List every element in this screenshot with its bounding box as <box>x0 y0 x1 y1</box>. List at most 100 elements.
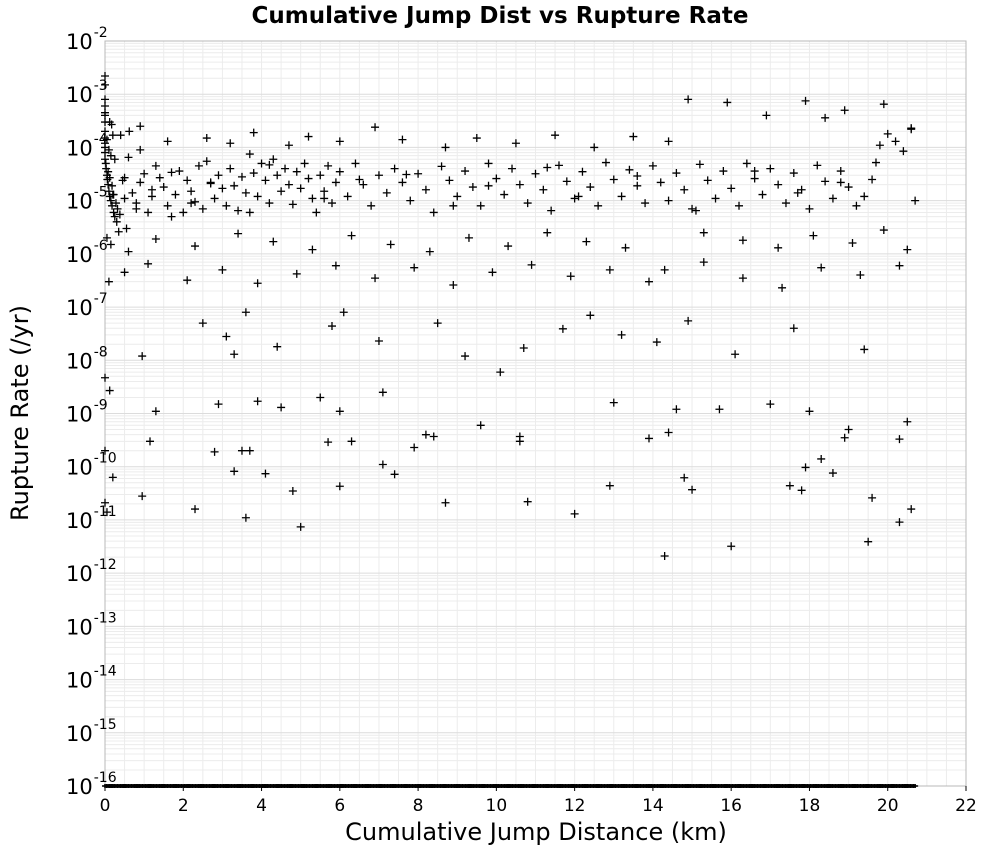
data-point <box>355 175 364 184</box>
data-point <box>359 180 368 189</box>
data-point <box>112 217 121 226</box>
data-point <box>660 265 669 274</box>
data-point <box>277 187 286 196</box>
data-point <box>691 206 700 215</box>
y-tick-label: 10-15 <box>66 717 117 746</box>
data-point <box>120 268 129 277</box>
data-point <box>515 180 524 189</box>
floor-point <box>912 784 919 788</box>
data-point <box>817 263 826 272</box>
x-tick-label: 8 <box>413 796 424 816</box>
data-point <box>120 194 129 203</box>
data-point <box>406 196 415 205</box>
data-point <box>476 421 485 430</box>
data-point <box>214 400 223 409</box>
data-point <box>421 185 430 194</box>
data-point <box>785 481 794 490</box>
data-point <box>641 199 650 208</box>
x-tick-label: 4 <box>256 796 267 816</box>
data-point <box>374 337 383 346</box>
y-tick-label: 10-10 <box>66 451 117 480</box>
data-point <box>183 176 192 185</box>
data-point <box>617 330 626 339</box>
x-tick-label: 2 <box>178 796 189 816</box>
data-point <box>891 137 900 146</box>
data-point <box>738 236 747 245</box>
data-point <box>312 208 321 217</box>
data-point <box>484 159 493 168</box>
data-point <box>461 167 470 176</box>
data-point <box>699 228 708 237</box>
data-point <box>106 240 115 249</box>
data-point <box>852 201 861 210</box>
data-point <box>284 141 293 150</box>
data-point <box>304 132 313 141</box>
data-point <box>813 161 822 170</box>
data-point <box>111 199 120 208</box>
data-point <box>664 196 673 205</box>
data-point <box>335 407 344 416</box>
data-point <box>868 493 877 502</box>
y-axis-label: Rupture Rate (/yr) <box>6 305 34 521</box>
data-point <box>237 172 246 181</box>
data-point <box>856 271 865 280</box>
data-point <box>163 137 172 146</box>
data-point <box>437 162 446 171</box>
data-point <box>594 201 603 210</box>
data-point <box>115 210 124 219</box>
y-tick-label: 10-12 <box>66 557 117 586</box>
data-point <box>390 164 399 173</box>
data-point <box>198 319 207 328</box>
data-point <box>101 108 109 117</box>
data-point <box>621 243 630 252</box>
data-point <box>320 187 329 196</box>
data-point <box>644 277 653 286</box>
data-point <box>136 178 145 187</box>
data-point <box>699 258 708 267</box>
data-point <box>191 197 200 206</box>
data-point <box>468 183 477 192</box>
data-point <box>762 111 771 120</box>
data-point <box>101 80 109 89</box>
data-point <box>101 155 109 164</box>
data-point <box>472 134 481 143</box>
data-point <box>183 276 192 285</box>
data-point <box>629 132 638 141</box>
data-point <box>257 159 266 168</box>
data-point <box>202 157 211 166</box>
data-point <box>265 199 274 208</box>
data-point <box>116 131 125 140</box>
data-point <box>175 167 184 176</box>
data-point <box>523 497 532 506</box>
data-point <box>300 159 309 168</box>
data-point <box>273 342 282 351</box>
data-point <box>840 433 849 442</box>
data-point <box>500 190 509 199</box>
data-point <box>711 194 720 203</box>
data-point <box>727 184 736 193</box>
data-point <box>128 188 137 197</box>
data-point <box>508 164 517 173</box>
data-point <box>715 405 724 414</box>
data-point <box>230 181 239 190</box>
data-point <box>828 194 837 203</box>
data-point <box>727 542 736 551</box>
data-point <box>222 332 231 341</box>
data-point <box>742 159 751 168</box>
data-point <box>828 469 837 478</box>
x-axis-label: Cumulative Jump Distance (km) <box>345 818 727 846</box>
data-point <box>527 260 536 269</box>
data-point <box>226 139 235 148</box>
data-point <box>848 238 857 247</box>
data-point <box>781 199 790 208</box>
data-point <box>464 233 473 242</box>
data-point <box>288 486 297 495</box>
data-point <box>296 522 305 531</box>
data-point <box>644 434 653 443</box>
data-point <box>253 279 262 288</box>
data-point <box>163 201 172 210</box>
data-point <box>429 432 438 441</box>
data-point <box>907 124 916 133</box>
data-point <box>421 430 430 439</box>
data-point <box>648 161 657 170</box>
